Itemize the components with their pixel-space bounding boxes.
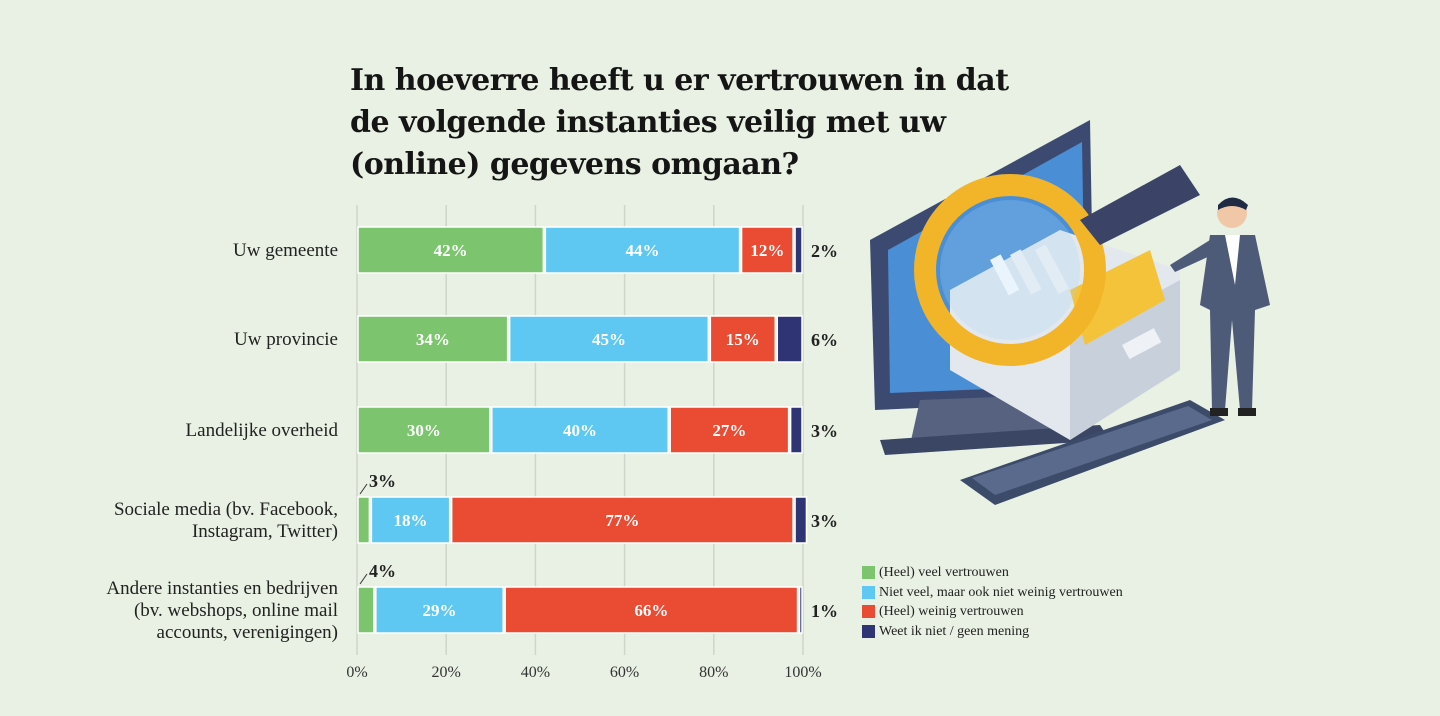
legend-swatch [862, 624, 875, 638]
bar-segment [794, 226, 803, 274]
category-label: Andere instanties en bedrijven (bv. websh… [106, 578, 338, 643]
bar-segment [789, 406, 803, 454]
bar-segment [669, 406, 790, 454]
bar-value-label: 15% [726, 330, 760, 349]
leader-line [359, 573, 368, 585]
bar-segment [450, 496, 794, 544]
leader-line [359, 483, 368, 495]
bar-segment [370, 496, 451, 544]
bar-value-label: 2% [811, 241, 838, 261]
legend-swatch [862, 585, 875, 599]
bar-segment [357, 406, 491, 454]
legend-item: (Heel) weinig vertrouwen [862, 602, 1123, 622]
bar-segment [375, 586, 504, 634]
bar-value-label: 18% [394, 511, 428, 530]
legend-item: Niet veel, maar ook niet weinig vertrouw… [862, 583, 1123, 603]
bar-value-label: 40% [563, 421, 597, 440]
stacked-bar-chart: 0% 20% 40% 60% 80% 100% Uw gemeente 42% 44% 12% 2%… [106, 205, 838, 681]
legend: (Heel) veel vertrouwen Niet veel, maar oo… [862, 563, 1123, 641]
bar-value-label: 29% [423, 601, 457, 620]
bar-value-label: 30% [407, 421, 441, 440]
bar-segment [709, 315, 776, 363]
bar-value-label: 45% [592, 330, 626, 349]
bar-value-label: 6% [811, 330, 838, 350]
chart-title: In hoeverre heeft u er vertrouwen in dat… [350, 63, 1009, 182]
category-label: Uw gemeente [233, 240, 338, 261]
x-tick-label: 40% [521, 664, 550, 681]
magnifier-icon [914, 165, 1200, 366]
bar-segment [504, 586, 799, 634]
legend-label: (Heel) weinig vertrouwen [879, 604, 1024, 619]
bar-segment [794, 496, 808, 544]
bar-segment [357, 226, 545, 274]
bar-segment [798, 586, 803, 634]
bar-value-label: 66% [634, 601, 668, 620]
bar-value-label: 44% [625, 241, 659, 260]
bar-value-label: 77% [605, 511, 639, 530]
legend-item: (Heel) veel vertrouwen [862, 563, 1123, 583]
legend-label: (Heel) veel vertrouwen [879, 565, 1009, 580]
bar-segment [740, 226, 794, 274]
category-label: Landelijke overheid [186, 420, 339, 441]
legend-label: Niet veel, maar ook niet weinig vertrouw… [879, 584, 1123, 600]
businessman-icon [1170, 197, 1270, 416]
x-tick-label: 0% [346, 664, 367, 681]
x-tick-label: 60% [610, 664, 639, 681]
bar-segment [357, 586, 375, 634]
bar-value-label: 4% [369, 561, 396, 581]
category-label: Uw provincie [234, 329, 338, 350]
bar-value-label: 1% [811, 601, 838, 621]
bar-value-label: 12% [750, 241, 784, 260]
x-tick-label: 100% [784, 664, 821, 681]
x-tick-label: 20% [432, 664, 461, 681]
bar-value-label: 27% [712, 421, 746, 440]
bar-value-label: 3% [811, 511, 838, 531]
bar-segment [357, 496, 371, 544]
bar-value-label: 3% [811, 421, 838, 441]
keyboard-icon [960, 400, 1225, 505]
bar-segment [544, 226, 741, 274]
legend-swatch [862, 566, 875, 580]
bar-value-label: 34% [416, 330, 450, 349]
illustration-computer-files-magnifier-businessman [870, 120, 1270, 505]
bar-segment [776, 315, 803, 363]
bar-segment [508, 315, 710, 363]
x-tick-label: 80% [699, 664, 728, 681]
legend-label: Weet ik niet / geen mening [879, 623, 1030, 639]
bar-value-label: 3% [369, 471, 396, 491]
legend-item: Weet ik niet / geen mening [862, 622, 1123, 642]
bar-segment [357, 315, 509, 363]
bar-value-label: 42% [434, 241, 468, 260]
category-label: Sociale media (bv. Facebook, Instagram, T… [114, 499, 338, 542]
legend-swatch [862, 605, 875, 619]
bar-segment [491, 406, 669, 454]
